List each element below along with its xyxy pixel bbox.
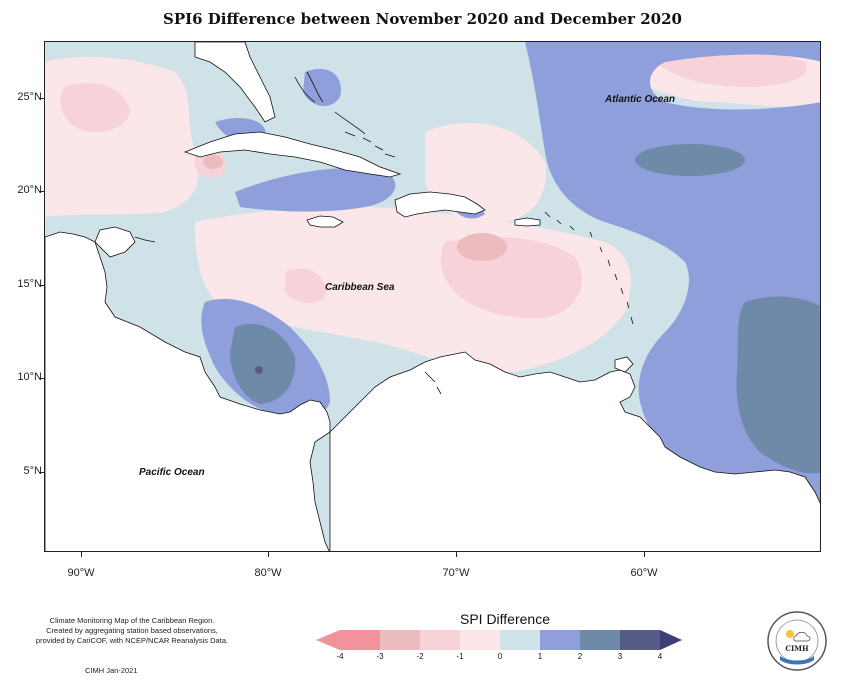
lon-tick (81, 552, 82, 557)
legend-colorbar (316, 630, 682, 650)
legend-tick-label: 4 (657, 652, 663, 661)
lon-label-60w: 60°W (630, 567, 658, 579)
lat-label-25n: 25°N (17, 91, 42, 103)
legend-swatch (500, 630, 540, 650)
lon-tick (456, 552, 457, 557)
legend-swatch (620, 630, 660, 650)
atlantic-ocean-label: Atlantic Ocean (605, 94, 676, 105)
sun-icon (786, 630, 794, 638)
footnote-line-1: Climate Monitoring Map of the Caribbean … (49, 616, 215, 625)
cimh-logo: CIMH (767, 611, 827, 671)
cloud-icon (793, 631, 811, 642)
legend-swatch (580, 630, 620, 650)
legend-swatch (380, 630, 420, 650)
legend-tick-label: 3 (617, 652, 623, 661)
map-title: SPI6 Difference between November 2020 an… (162, 10, 682, 28)
caribbean-sea-label: Caribbean Sea (325, 282, 395, 293)
lat-tick (39, 98, 44, 99)
lat-tick (39, 285, 44, 286)
wave-icon (780, 656, 814, 665)
legend-tick-label: -1 (456, 652, 464, 661)
lon-label-80w: 80°W (254, 567, 282, 579)
land-masses (45, 42, 820, 551)
map-area: Atlantic Ocean Caribbean Sea Pacific Oce… (44, 41, 821, 552)
lon-tick (644, 552, 645, 557)
lat-tick (39, 472, 44, 473)
legend-swatch (420, 630, 460, 650)
footnote-line-3: provided by CariCOF, with NCEP/NCAR Rean… (35, 636, 229, 645)
legend-tick-label: -3 (376, 652, 384, 661)
lat-label-10n: 10°N (17, 371, 42, 383)
lat-label-15n: 15°N (17, 278, 42, 290)
pacific-ocean-label: Pacific Ocean (139, 467, 205, 478)
legend-swatch (540, 630, 580, 650)
lon-tick (268, 552, 269, 557)
legend-tick-label: -2 (416, 652, 424, 661)
lat-tick (39, 378, 44, 379)
footnote: Climate Monitoring Map of the Caribbean … (12, 616, 252, 646)
legend-title: SPI Difference (459, 611, 550, 627)
legend-arrow-left (316, 630, 340, 650)
lat-label-20n: 20°N (17, 184, 42, 196)
spi-difference-map (45, 42, 820, 551)
legend-tick-label: 2 (577, 652, 583, 661)
legend-swatch (340, 630, 380, 650)
small-islands (134, 71, 634, 395)
logo-text: CIMH (785, 644, 809, 653)
pink-dark-areas (203, 155, 507, 261)
legend-swatch (460, 630, 500, 650)
lat-tick (39, 191, 44, 192)
lat-label-5n: 5°N (23, 465, 42, 477)
legend-tick-label: -4 (336, 652, 344, 661)
footnote-line-2: Created by aggregating station based obs… (46, 626, 218, 635)
credit-text: CIMH Jan-2021 (85, 666, 138, 675)
legend-tick-label: 0 (497, 652, 503, 661)
legend-tick-label: 1 (537, 652, 543, 661)
lon-label-70w: 70°W (442, 567, 470, 579)
legend-arrow-right (660, 630, 682, 650)
lon-label-90w: 90°W (67, 567, 95, 579)
